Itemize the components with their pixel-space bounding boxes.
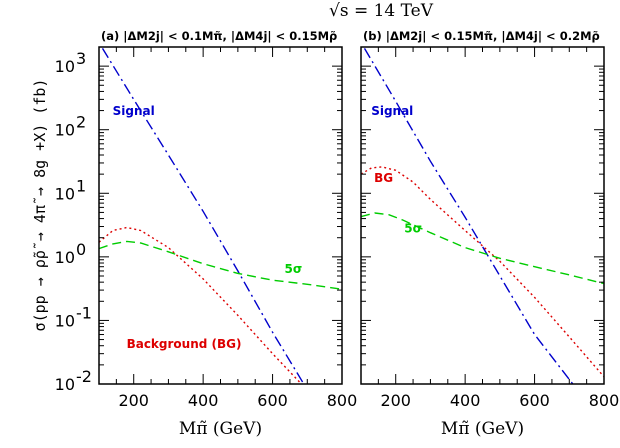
y-tick-exponent: 3 (76, 49, 86, 68)
series-line (361, 212, 604, 285)
y-tick-exponent: -2 (76, 367, 92, 386)
x-tick-label: 600 (519, 391, 550, 410)
series-annotation: Background (BG) (127, 337, 242, 351)
y-tick-exponent: 0 (76, 240, 86, 259)
y-tick-label: 10 (55, 248, 75, 267)
y-tick-label: 10 (55, 121, 75, 140)
panel-subtitle: (a) |ΔM2j| < 0.1Mπ̃, |ΔM4j| < 0.15Mρ̃ (101, 29, 337, 43)
series-line (99, 240, 342, 290)
y-tick-label: 10 (55, 375, 75, 394)
x-axis-label: Mπ̃ (GeV) (441, 419, 524, 439)
x-tick-label: 800 (327, 391, 358, 410)
series-annotation: BG (374, 171, 393, 185)
panel-subtitle: (b) |ΔM2j| < 0.15Mπ̃, |ΔM4j| < 0.2Mρ̃ (363, 29, 600, 43)
series-annotation: 5σ (404, 222, 422, 236)
x-axis-label: Mπ̃ (GeV) (179, 419, 262, 439)
figure-title: √s = 14 TeV (329, 1, 434, 21)
series-line (361, 166, 604, 378)
y-tick-exponent: -1 (76, 303, 92, 322)
y-tick-label: 10 (55, 57, 75, 76)
x-tick-label: 400 (450, 391, 481, 410)
series-annotation: Signal (371, 104, 413, 118)
series-annotation: Signal (113, 104, 155, 118)
y-axis-label: σ(pp → ρ̃ρ̃ → 4π̃ → 8g +X) (fb) (31, 79, 49, 332)
series-line (101, 48, 305, 384)
x-tick-label: 800 (589, 391, 620, 410)
y-tick-label: 10 (55, 311, 75, 330)
panel-a: (a) |ΔM2j| < 0.1Mπ̃, |ΔM4j| < 0.15Mρ̃ 200… (55, 29, 358, 439)
plot-frame (98, 46, 343, 385)
series-annotation: 5σ (285, 262, 303, 276)
series-line (363, 48, 574, 384)
x-tick-label: 600 (257, 391, 288, 410)
y-tick-label: 10 (55, 184, 75, 203)
plot-frame (360, 46, 605, 385)
y-tick-exponent: 2 (76, 113, 86, 132)
x-tick-label: 200 (118, 391, 149, 410)
x-tick-label: 200 (380, 391, 411, 410)
y-tick-exponent: 1 (76, 176, 86, 195)
x-tick-label: 400 (188, 391, 219, 410)
series-line (99, 226, 303, 384)
panel-b: (b) |ΔM2j| < 0.15Mπ̃, |ΔM4j| < 0.2Mρ̃ 200… (360, 29, 620, 439)
